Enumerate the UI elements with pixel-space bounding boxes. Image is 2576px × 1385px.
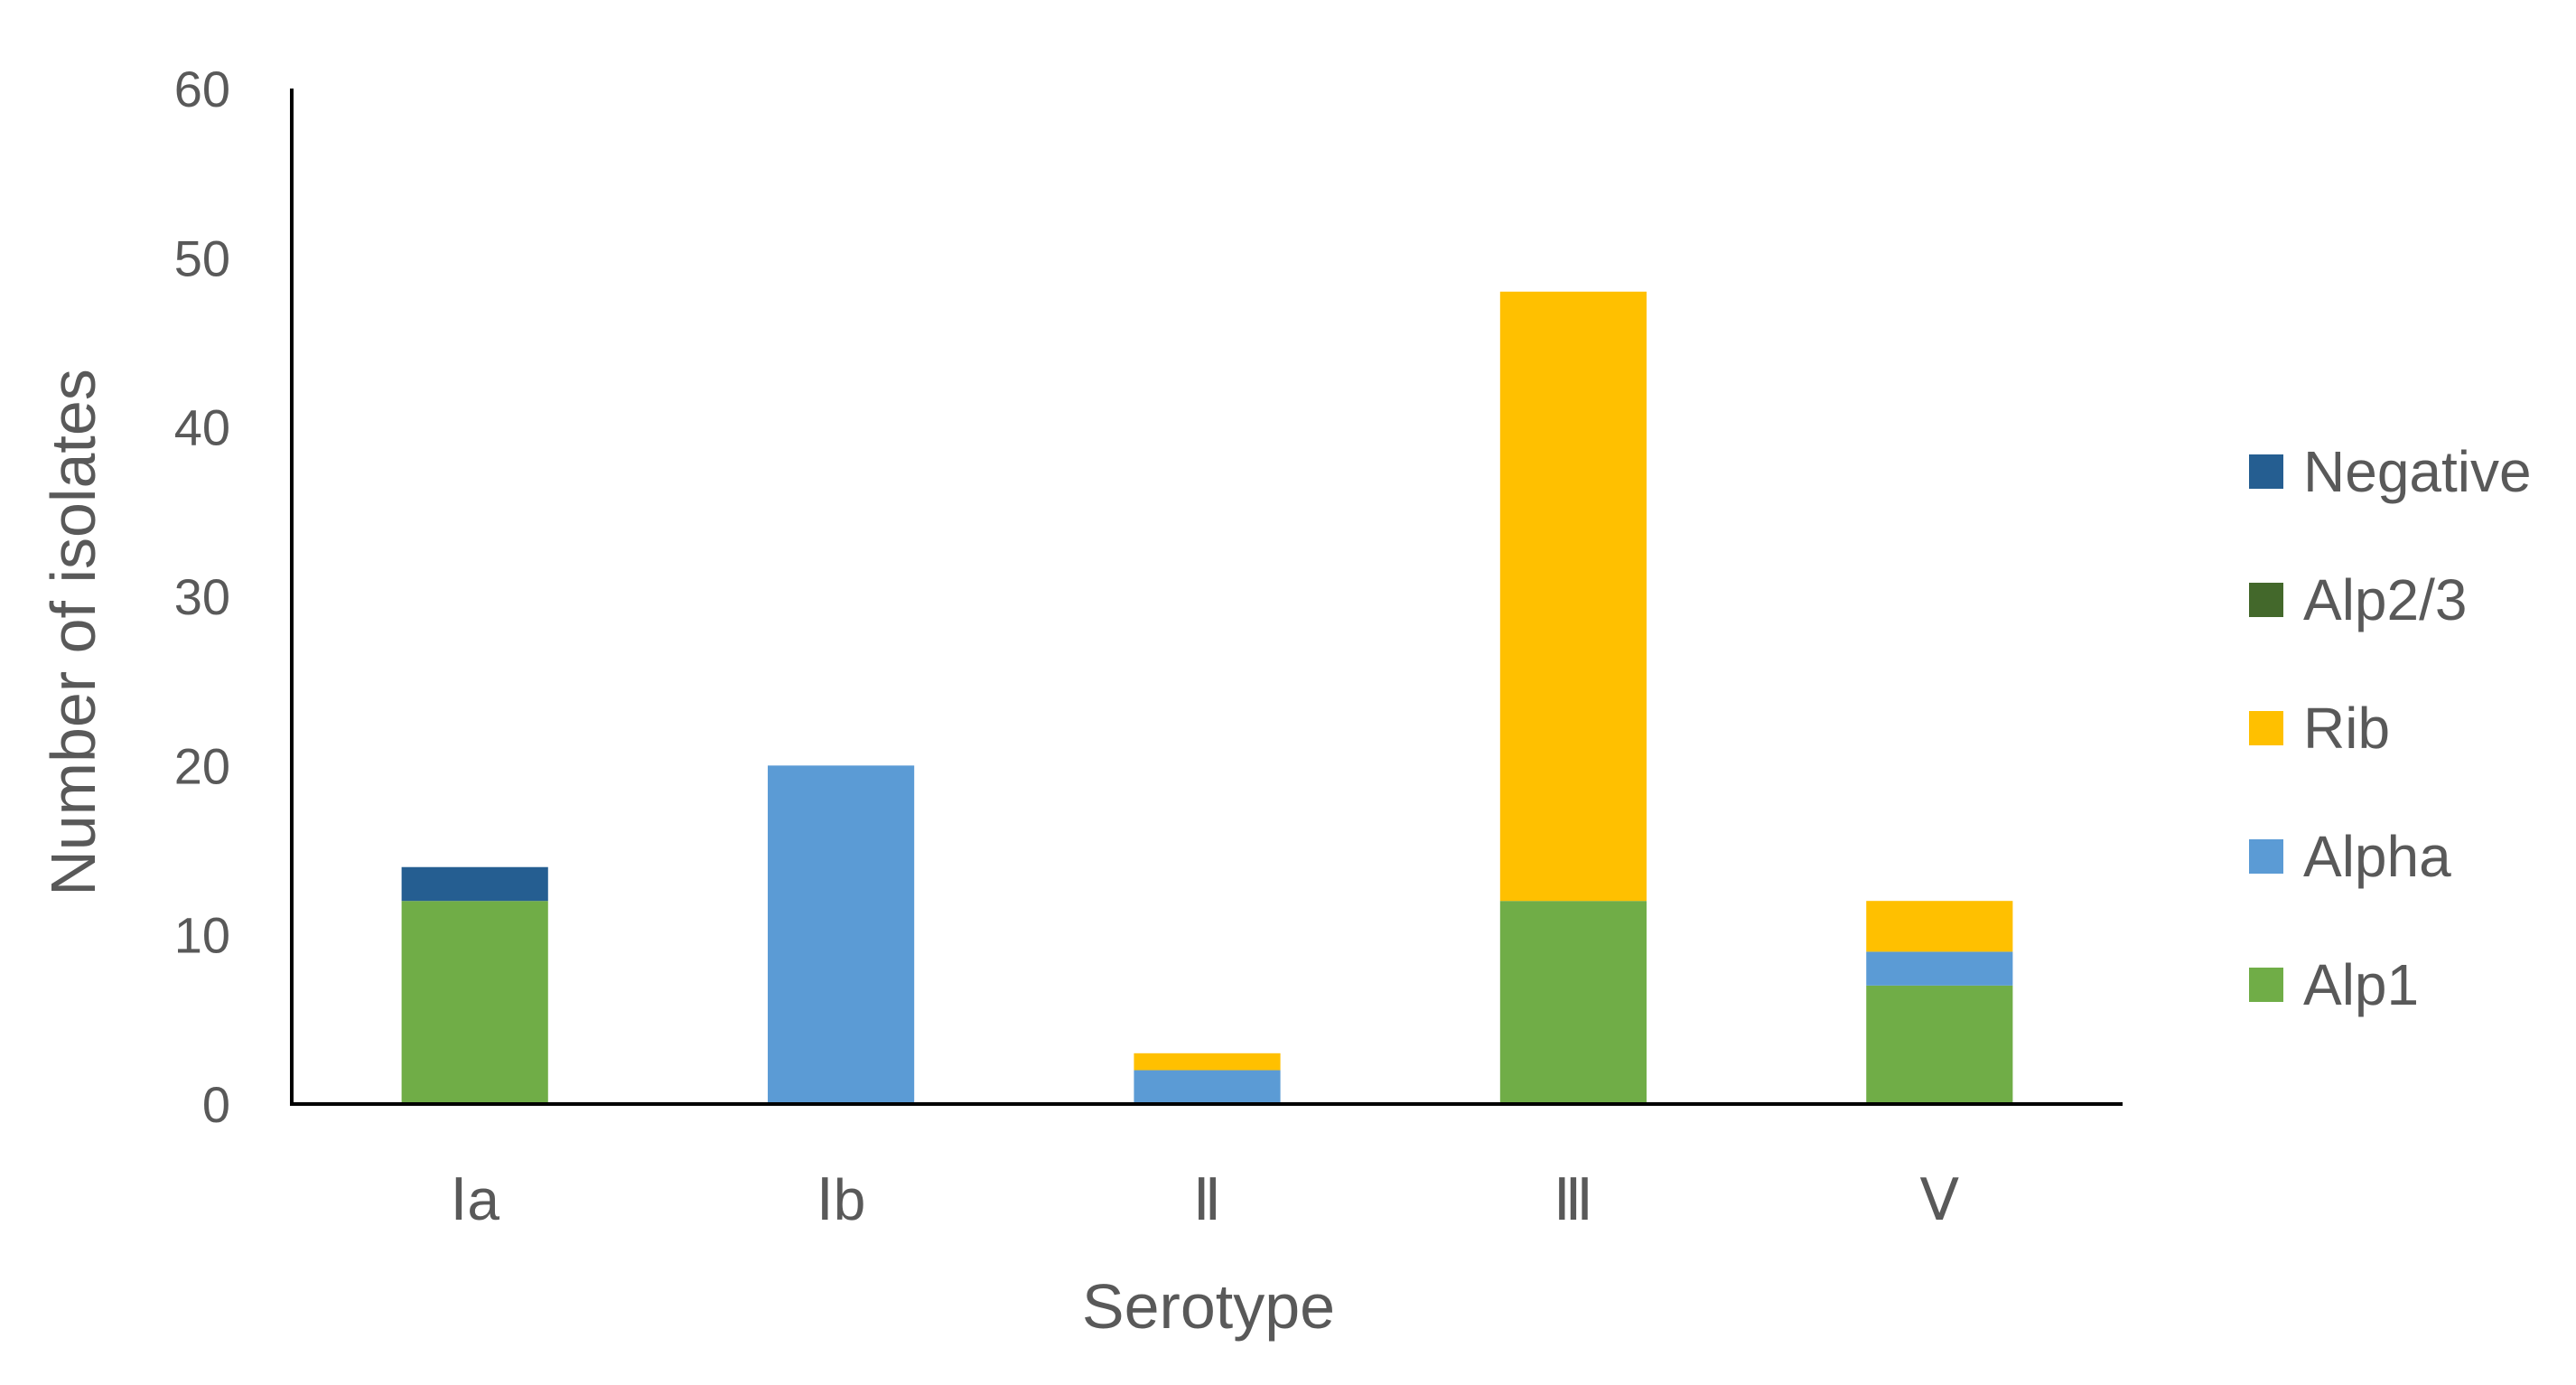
bar-segment-negative <box>401 866 548 902</box>
bar-segment-rib <box>1499 291 1647 902</box>
y-tick-label: 0 <box>202 1076 230 1133</box>
y-tick-label: 40 <box>174 399 230 456</box>
legend-label: Rib <box>2303 696 2390 761</box>
x-category-label: Ⅱ <box>1193 1167 1222 1232</box>
bar-segment-alpha <box>1134 1070 1281 1104</box>
bar-segment-alpha <box>1866 951 2013 986</box>
legend-label: Alp2/3 <box>2303 567 2467 632</box>
bar-segment-rib <box>1134 1053 1281 1071</box>
legend-swatch <box>2249 968 2283 1002</box>
x-category-label: Ⅲ <box>1554 1167 1593 1232</box>
bar-segment-alpha <box>768 765 915 1104</box>
bar-segment-rib <box>1866 901 2013 952</box>
legend-swatch <box>2249 839 2283 874</box>
legend-label: Negative <box>2303 439 2532 504</box>
y-tick-label: 60 <box>174 61 230 117</box>
legend-swatch <box>2249 454 2283 489</box>
y-tick-label: 10 <box>174 907 230 964</box>
legend-label: Alp1 <box>2303 952 2419 1017</box>
y-tick-label: 20 <box>174 737 230 794</box>
legend-swatch <box>2249 583 2283 617</box>
axes-group <box>290 89 2123 1106</box>
y-axis-title: Number of isolates <box>38 369 108 896</box>
legend: Negative Alp2/3 Rib Alpha Alp1 <box>2249 439 2532 1017</box>
x-category-labels: Ⅰa Ⅰb Ⅱ Ⅲ Ⅴ <box>450 1167 1959 1232</box>
legend-swatch <box>2249 711 2283 745</box>
x-category-label: Ⅰa <box>450 1167 499 1232</box>
x-category-label: Ⅰb <box>817 1167 865 1232</box>
bar-segment-alp1 <box>401 901 548 1104</box>
x-axis-title: Serotype <box>1082 1271 1335 1342</box>
y-tick-label: 30 <box>174 568 230 625</box>
bar-segment-alp1 <box>1499 901 1647 1104</box>
y-tick-label: 50 <box>174 229 230 286</box>
y-tick-labels: 0 10 20 30 40 50 60 <box>174 61 230 1133</box>
bar-segment-alp1 <box>1866 985 2013 1104</box>
x-category-label: Ⅴ <box>1919 1167 1959 1232</box>
legend-label: Alpha <box>2303 824 2451 889</box>
bars-group <box>401 291 2013 1104</box>
